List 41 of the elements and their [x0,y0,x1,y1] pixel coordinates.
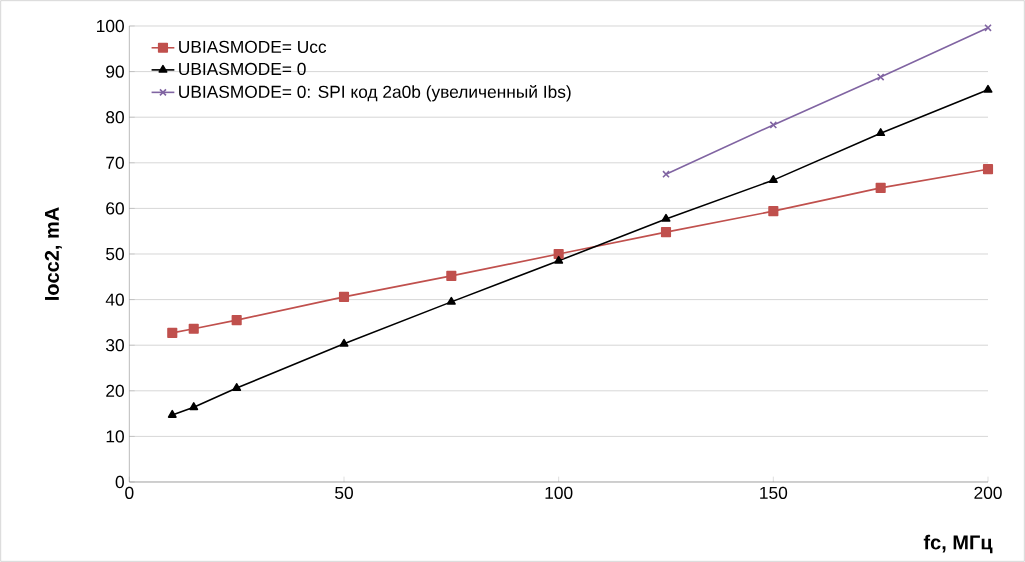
x-tick-label: 200 [974,486,1002,499]
legend-label: UBIASMODE= Ucc [179,40,327,53]
y-tick-label: 10 [106,430,124,443]
point [167,327,178,338]
legend-label: UBIASMODE= 0: SPI код 2a0b (увеличенный Ibs) [179,84,571,102]
point [982,164,994,175]
point [554,255,564,264]
point [876,128,886,137]
y-tick-label: 50 [106,247,124,261]
point [660,227,672,238]
point [768,206,779,217]
point [768,175,778,184]
point [446,270,457,281]
y-tick-label: 0 [115,475,124,489]
y-tick-label: 90 [106,65,124,78]
point [983,84,993,93]
y-tick-label: 40 [105,293,124,306]
y-tick-label: 70 [106,156,124,169]
legend-label: UBIASMODE= 0 [179,62,306,76]
y-tick-label: 100 [97,19,124,33]
x-tick-label: 50 [335,486,353,499]
point [338,291,350,302]
point [231,315,242,326]
point [167,409,177,418]
point [661,213,671,222]
point [232,383,242,391]
point [188,323,199,334]
y-axis-title: Iocc2, mA [44,207,62,300]
y-tick-label: 20 [106,384,124,397]
y-tick-label: 30 [106,339,124,352]
point [189,402,199,411]
y-tick-label: 60 [106,202,124,215]
point [339,338,349,347]
y-tick-label: 80 [106,111,124,124]
x-axis-title: fc, МГц [923,534,993,554]
x-tick-label: 150 [760,486,788,499]
x-tick-label: 0 [125,486,134,499]
x-tick-label: 100 [545,486,573,499]
point [553,248,564,260]
point [875,182,886,193]
point [446,296,456,305]
